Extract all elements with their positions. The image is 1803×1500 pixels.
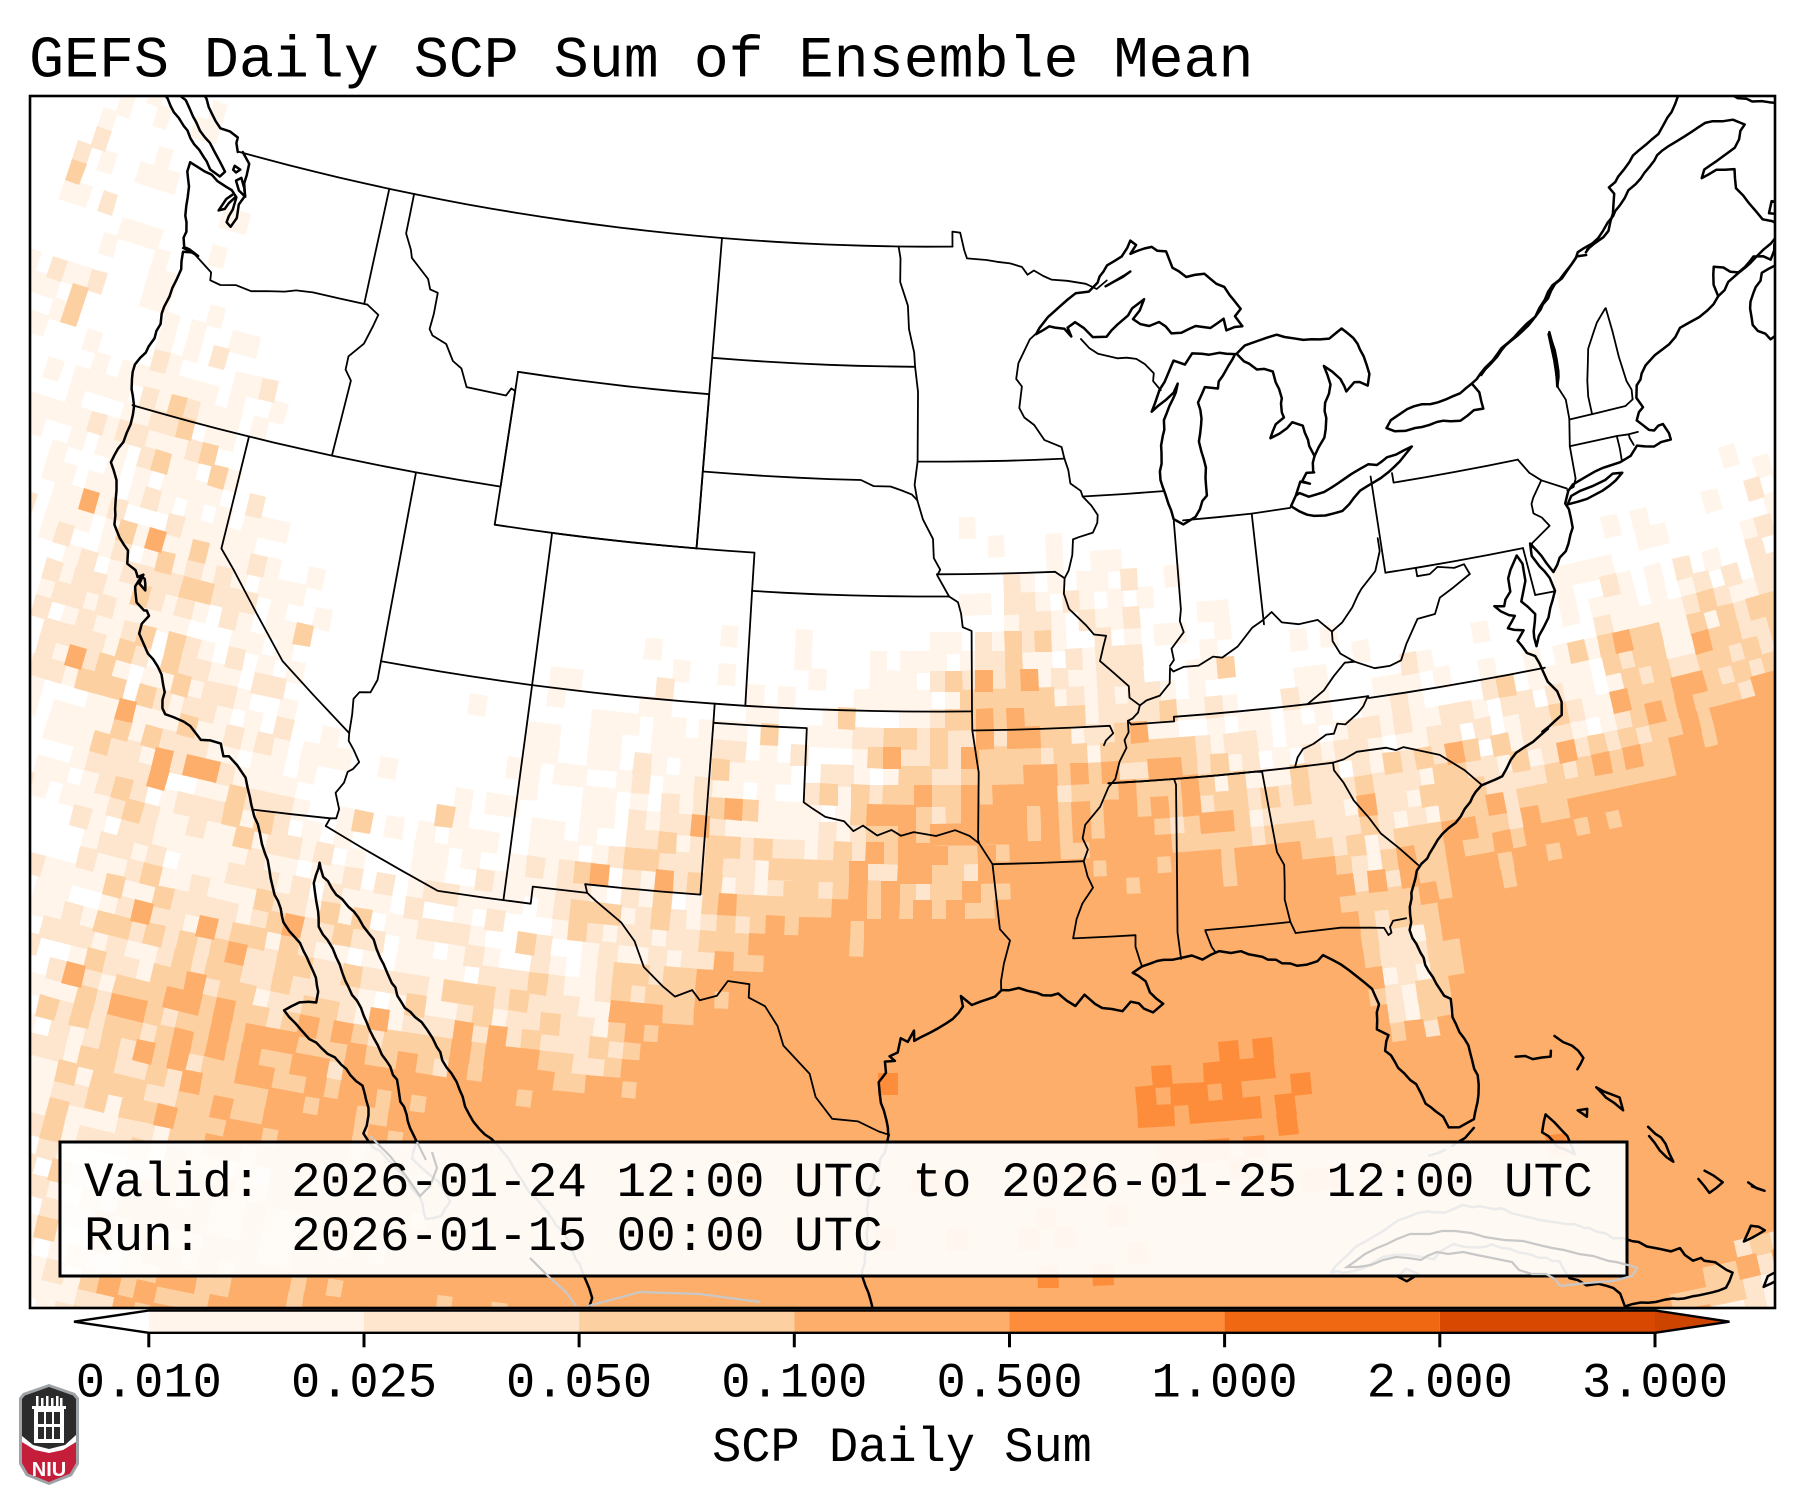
- svg-text:0.050: 0.050: [506, 1356, 652, 1412]
- svg-text:3.000: 3.000: [1582, 1356, 1728, 1412]
- svg-text:0.100: 0.100: [721, 1356, 867, 1412]
- svg-text:0.025: 0.025: [291, 1356, 437, 1412]
- svg-text:Run: 2026-01-15 00:00 UTC: Run: 2026-01-15 00:00 UTC: [84, 1209, 883, 1265]
- svg-text:0.010: 0.010: [76, 1356, 222, 1412]
- svg-text:NIU: NIU: [32, 1459, 66, 1481]
- svg-text:GEFS Daily SCP Sum of Ensemble: GEFS Daily SCP Sum of Ensemble Mean: [29, 28, 1253, 95]
- svg-text:2.000: 2.000: [1367, 1356, 1513, 1412]
- svg-text:Valid: 2026-01-24 12:00 UTC to: Valid: 2026-01-24 12:00 UTC to 2026-01-2…: [84, 1155, 1593, 1211]
- svg-text:1.000: 1.000: [1152, 1356, 1298, 1412]
- svg-text:SCP Daily Sum: SCP Daily Sum: [712, 1420, 1092, 1476]
- svg-text:0.500: 0.500: [936, 1356, 1082, 1412]
